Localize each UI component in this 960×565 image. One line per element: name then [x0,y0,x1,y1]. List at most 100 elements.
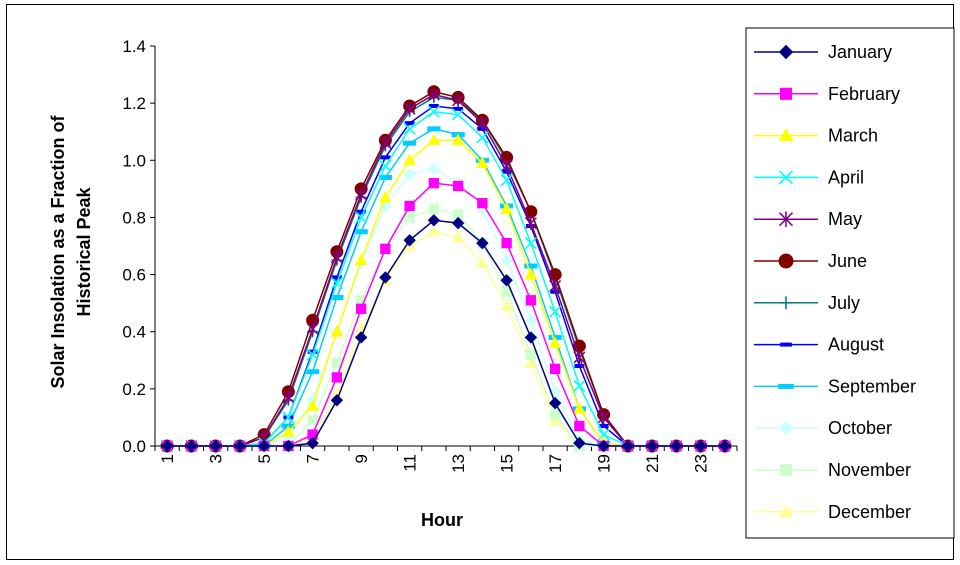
data-point [477,197,488,209]
data-point [549,279,562,293]
data-point-stroke [306,348,319,361]
data-point [380,243,391,255]
data-point [354,331,368,344]
series-line [167,110,725,447]
data-point [524,263,538,269]
data-point-stroke [330,277,343,290]
x-tick-label: 23 [692,454,711,473]
data-point [621,439,635,453]
data-point [354,229,368,235]
data-point [282,411,295,424]
data-point-stroke [524,237,537,250]
series-line [167,139,725,447]
legend-marker [778,170,794,185]
legend-item: June [754,251,867,271]
legend: January February March April May June July Augu… [745,27,955,539]
data-point [597,439,610,453]
data-point-stroke [573,379,586,393]
data-point [525,295,537,306]
data-point [500,299,513,311]
data-point [306,436,319,450]
series-january [160,214,732,453]
data-point [160,439,174,453]
series-line [167,230,725,447]
data-point [306,369,320,375]
y-tick-label: 1.4 [122,37,146,56]
y-tick-label: 1.2 [122,94,146,113]
data-point [306,348,319,361]
legend-label: January [828,42,892,62]
data-point [307,349,318,354]
series-layer [160,85,732,453]
legend-label: February [828,84,900,104]
data-point [452,180,464,192]
series-february [161,177,731,452]
legend-label: November [828,460,911,480]
data-point [500,159,513,173]
legend-item: May [754,209,862,229]
data-point [500,174,513,187]
y-tick-label: 0.0 [122,437,146,456]
series-september [160,126,732,449]
data-point [524,331,538,344]
y-tick-label: 0.2 [122,380,146,399]
data-point [525,349,537,360]
data-point [597,410,610,425]
data-point [476,256,489,269]
x-tick-label: 3 [207,454,226,463]
data-point [282,425,295,437]
series-may [161,87,731,453]
data-point [330,250,343,265]
data-point [645,439,659,453]
legend-label: October [828,418,892,438]
legend-item: July [754,293,860,313]
data-point [427,126,441,132]
series-july [161,91,731,452]
data-point [574,420,585,432]
legend-marker [779,463,793,477]
data-point [524,314,538,327]
x-tick-label: 5 [255,454,274,463]
data-point [379,271,392,284]
data-point-stroke [778,170,794,185]
data-point [427,214,441,227]
data-point [282,390,295,405]
legend-label: August [828,335,884,355]
legend-marker [778,44,794,60]
legend-marker [778,383,794,389]
legend-item: April [754,167,864,187]
data-point [403,234,416,247]
data-point [379,190,392,203]
legend-label: September [828,376,916,396]
data-point [573,402,586,414]
legend-label: May [828,209,862,229]
y-tick-label: 0.8 [122,208,146,227]
data-point [574,364,585,368]
data-point [282,439,295,453]
data-point [379,159,392,173]
legend-item: August [754,335,884,355]
x-tick-label: 21 [643,454,662,473]
series-line [167,182,725,447]
data-point [306,322,319,336]
data-point [476,236,489,250]
legend-marker [779,87,793,100]
data-point [378,174,392,180]
data-point [718,439,732,453]
data-point [500,274,513,287]
data-point [404,200,415,212]
data-point [573,350,586,365]
data-point [379,136,392,150]
series-line [167,93,725,447]
data-point [548,336,562,349]
data-point [403,102,416,116]
data-point [453,106,464,111]
data-point [524,268,538,280]
x-tick-label: 11 [401,454,420,472]
data-point [573,379,586,393]
data-point [356,209,367,214]
data-point [354,253,368,266]
x-tick-label: 17 [546,454,565,473]
legend-box [745,27,955,539]
